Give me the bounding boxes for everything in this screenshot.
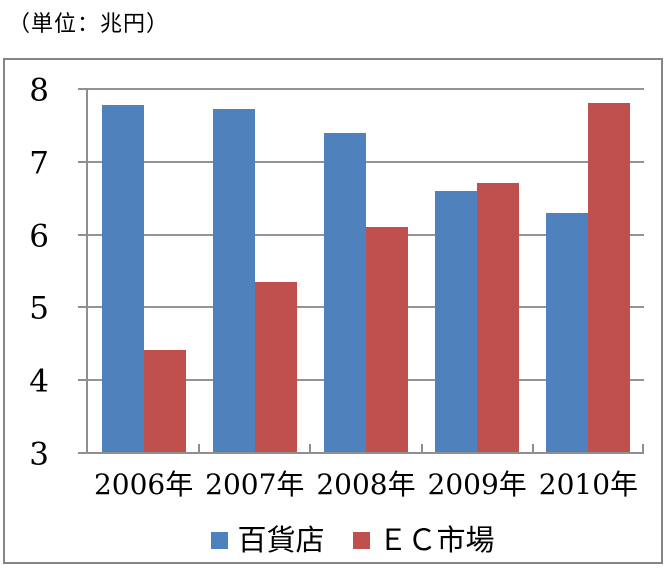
legend-item-series1: 百貨店 (211, 522, 325, 557)
bar-series1-2010年 (546, 212, 589, 452)
y-axis-label: 3 (29, 436, 49, 473)
bar-series2-2007年 (254, 281, 297, 452)
x-axis-label: 2006年 (93, 468, 194, 501)
gridline-7 (88, 160, 644, 163)
bar-series2-2010年 (588, 103, 631, 452)
y-axis-label: 8 (29, 72, 49, 109)
x-axis-label: 2009年 (427, 468, 527, 501)
plot-area (86, 88, 644, 454)
bar-series1-2007年 (212, 109, 255, 452)
legend-swatch-series1 (211, 531, 229, 549)
legend-item-series2: ＥＣ市場 (352, 522, 495, 557)
bar-series2-2006年 (143, 350, 186, 452)
x-axis-label: 2007年 (205, 468, 305, 501)
legend-swatch-series2 (352, 531, 370, 549)
y-axis-label: 5 (29, 290, 49, 327)
x-axis-tick (309, 444, 312, 452)
x-axis-label: 2008年 (316, 468, 416, 501)
bar-series2-2008年 (366, 227, 408, 452)
y-axis-tick (78, 233, 86, 236)
y-axis-label: 7 (29, 145, 49, 182)
y-axis-label: 4 (29, 363, 49, 400)
x-axis-tick (642, 444, 644, 452)
x-axis-tick (420, 444, 423, 452)
y-axis-tick (78, 88, 86, 90)
chart-container: 3 4 5 6 7 8 2006年 2007年 2008年 2009年 2010年 百貨店 ＥＣ市場 (3, 58, 663, 564)
x-axis-tick (198, 444, 201, 452)
bar-series1-2009年 (435, 191, 478, 452)
x-axis-label: 2010年 (538, 468, 639, 501)
legend-label: ＥＣ市場 (378, 522, 495, 557)
bar-series2-2009年 (477, 182, 520, 452)
y-axis-tick (78, 452, 86, 454)
y-axis-tick (78, 379, 86, 382)
y-axis-label: 6 (29, 218, 49, 255)
bar-series1-2008年 (324, 133, 366, 452)
y-axis-tick (78, 306, 86, 309)
y-axis-tick (78, 160, 86, 163)
unit-label: （単位：兆円） (8, 12, 170, 37)
gridline-8 (88, 88, 644, 90)
x-axis-tick (531, 444, 534, 452)
legend-label: 百貨店 (237, 522, 325, 557)
legend: 百貨店 ＥＣ市場 (5, 520, 661, 560)
bar-series1-2006年 (101, 104, 144, 452)
